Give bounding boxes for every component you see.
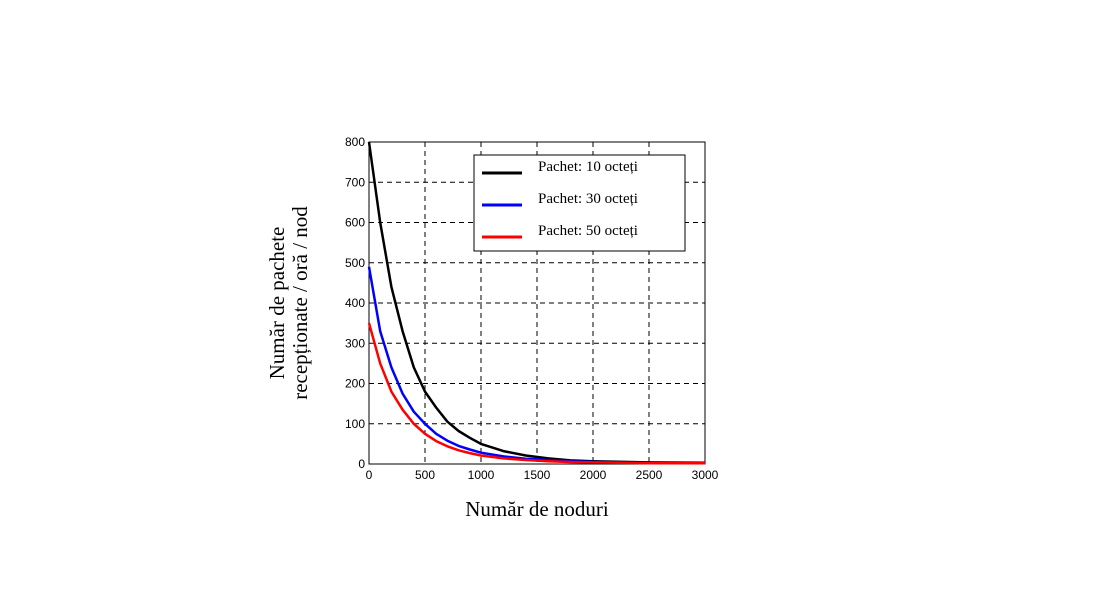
x-tick-label: 2000: [580, 468, 607, 482]
legend-label: Pachet: 30 octeți: [538, 191, 638, 207]
legend-box: [473, 154, 686, 252]
y-tick-labels: 0 100 200 300 400 500 600 700 800: [345, 135, 365, 471]
x-tick-label: 3000: [692, 468, 719, 482]
y-tick-label: 400: [345, 296, 365, 310]
x-axis-label: Număr de noduri: [465, 497, 609, 521]
y-tick-label: 600: [345, 216, 365, 230]
y-tick-label: 100: [345, 417, 365, 431]
x-tick-label: 0: [366, 468, 373, 482]
y-axis-label-line1: Număr de pachete: [265, 227, 289, 380]
series-lines: [367, 141, 706, 465]
plot-frame: [368, 141, 706, 465]
legend-label: Pachet: 10 octeți: [538, 159, 638, 175]
y-axis-label-line2: recepționate / oră / nod: [288, 206, 312, 400]
legend-label: Pachet: 50 octeți: [538, 223, 638, 239]
x-tick-label: 1000: [468, 468, 495, 482]
x-tick-labels: 0 500 1000 1500 2000 2500 3000: [366, 468, 719, 482]
x-tick-label: 1500: [524, 468, 551, 482]
y-tick-label: 200: [345, 377, 365, 391]
y-tick-label: 700: [345, 175, 365, 189]
series-line-3: [367, 322, 705, 465]
legend: Pachet: 10 octeți Pachet: 30 octeți Pachet…: [473, 154, 686, 252]
y-tick-label: 300: [345, 336, 365, 350]
x-tick-label: 500: [415, 468, 435, 482]
y-tick-label: 500: [345, 256, 365, 270]
y-tick-label: 800: [345, 135, 365, 149]
x-tick-label: 2500: [636, 468, 663, 482]
y-tick-label: 0: [358, 457, 365, 471]
